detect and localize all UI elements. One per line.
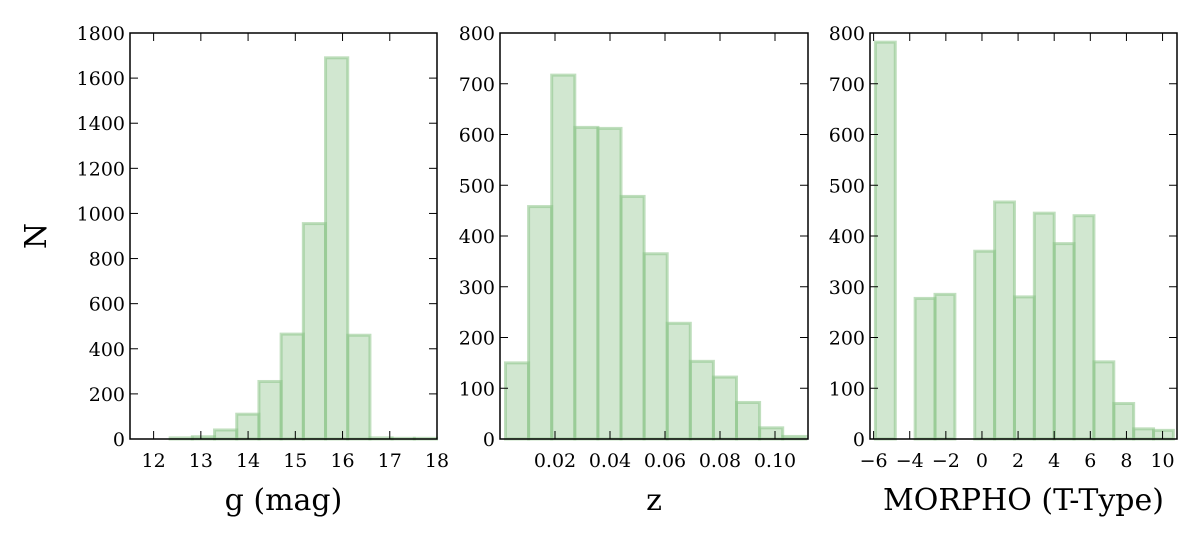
bar <box>1132 427 1156 441</box>
y-tick-label: 600 <box>89 294 125 316</box>
x-tick-label: 0.04 <box>589 450 631 472</box>
y-tick-label: 0 <box>113 429 125 451</box>
y-tick-label: 300 <box>459 277 495 299</box>
bar <box>1012 295 1036 441</box>
x-tick-label: 6 <box>1084 450 1096 472</box>
bar <box>913 296 937 441</box>
bar <box>735 400 762 441</box>
panel: −6 −4 −2 0 2 4 6 8 100100200300400500600700800MO… <box>829 23 1178 518</box>
y-tick-label: 500 <box>459 175 495 197</box>
y-tick-label: 200 <box>829 328 865 350</box>
y-tick-label: 200 <box>459 328 495 350</box>
bar <box>711 375 739 441</box>
x-tick-label: 10 <box>1150 450 1174 472</box>
bar <box>973 249 997 441</box>
x-tick-label: 12 <box>142 450 166 472</box>
x-tick-label: −4 <box>896 450 924 472</box>
bar <box>873 40 897 441</box>
y-tick-label: 800 <box>459 23 495 45</box>
bar <box>688 359 715 441</box>
x-tick-label: 14 <box>236 450 260 472</box>
y-tick-label: 800 <box>89 249 125 271</box>
panel: 0.02 0.04 0.06 0.08 0.10 0 100 200 300 400 500 600 7… <box>459 23 809 518</box>
x-tick-label: −2 <box>932 450 960 472</box>
y-tick-label: 300 <box>829 277 865 299</box>
bar <box>758 426 785 441</box>
y-tick-label: 800 <box>829 23 865 45</box>
x-tick-label: 0.10 <box>754 450 796 472</box>
x-tick-label: 18 <box>425 450 449 472</box>
bar <box>573 125 600 441</box>
y-tick-label: 400 <box>459 226 495 248</box>
y-tick-label: 700 <box>829 74 865 96</box>
x-axis-label: g (mag) <box>225 483 343 518</box>
bar <box>346 333 372 441</box>
bar <box>504 361 531 441</box>
bar <box>1152 428 1175 441</box>
bar <box>596 126 623 441</box>
y-tick-label: 200 <box>89 384 125 406</box>
panel: 12 13 14 15 16 17 18 0 200 400 600 800 1000 1200 1400 1… <box>19 23 449 518</box>
bar <box>324 56 350 441</box>
x-axis-label: z <box>646 483 662 518</box>
bar <box>619 194 646 441</box>
bar <box>279 332 305 441</box>
x-tick-label: 17 <box>378 450 402 472</box>
bar <box>665 321 692 441</box>
y-tick-label: 0 <box>483 429 495 451</box>
bar <box>527 205 554 441</box>
bar <box>257 379 283 441</box>
y-tick-label: 700 <box>459 74 495 96</box>
y-tick-label: 1600 <box>77 68 125 90</box>
y-tick-label: 100 <box>459 378 495 400</box>
y-tick-label: 1000 <box>77 203 125 225</box>
y-tick-label: 1400 <box>77 113 125 135</box>
y-tick-label: 400 <box>89 339 125 361</box>
plot-frame <box>129 32 438 440</box>
y-axis-label: N <box>19 223 54 249</box>
y-tick-label: 600 <box>829 125 865 147</box>
y-tick-label: 1800 <box>77 23 125 45</box>
x-tick-label: 16 <box>330 450 354 472</box>
bar <box>1072 214 1096 441</box>
bar <box>213 428 239 441</box>
bar <box>1032 211 1056 441</box>
x-tick-label: −6 <box>860 450 888 472</box>
y-tick-label: 500 <box>829 175 865 197</box>
x-tick-label: 0.02 <box>534 450 576 472</box>
x-tick-label: 2 <box>1012 450 1024 472</box>
y-tick-label: 0 <box>853 429 865 451</box>
y-tick-label: 100 <box>829 378 865 400</box>
bar <box>1052 242 1076 441</box>
bar <box>642 252 669 441</box>
bar <box>1092 360 1116 441</box>
bar <box>1112 401 1136 441</box>
x-tick-label: 13 <box>189 450 213 472</box>
x-tick-label: 8 <box>1120 450 1132 472</box>
y-tick-label: 400 <box>829 226 865 248</box>
x-tick-label: 0.06 <box>644 450 686 472</box>
x-axis-label: MORPHO (T-Type) <box>883 483 1164 518</box>
x-tick-label: 0 <box>976 450 988 472</box>
bar <box>550 73 577 441</box>
bar <box>933 292 957 441</box>
y-tick-label: 600 <box>459 125 495 147</box>
x-tick-label: 4 <box>1048 450 1060 472</box>
y-tick-label: 1200 <box>77 158 125 180</box>
x-tick-label: 0.08 <box>699 450 741 472</box>
bar <box>301 222 328 441</box>
bar <box>993 200 1016 441</box>
x-tick-label: 15 <box>283 450 307 472</box>
